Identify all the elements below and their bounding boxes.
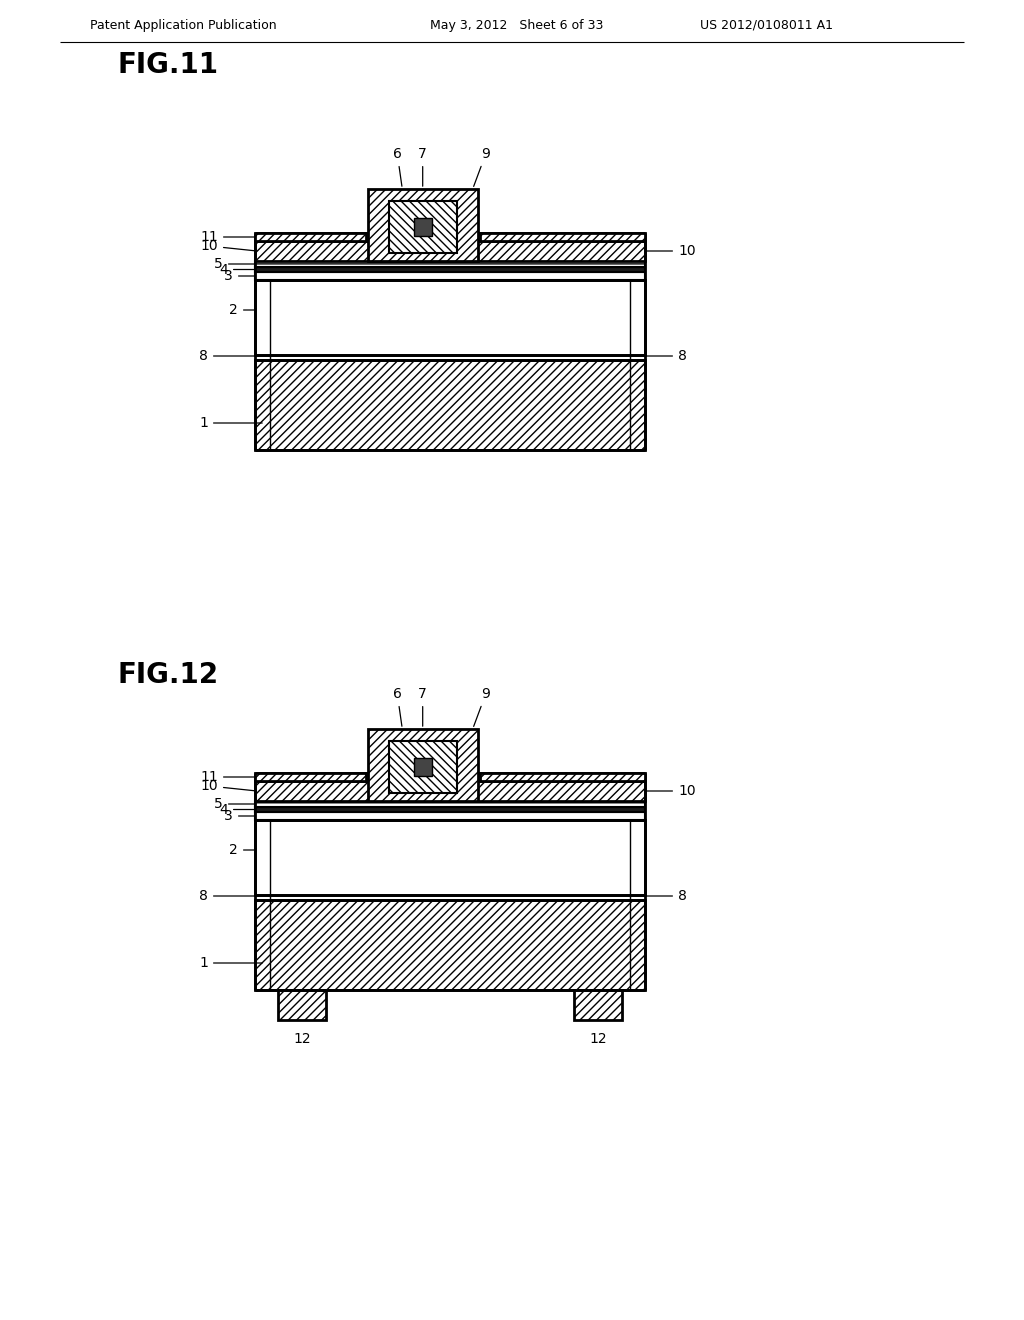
- Text: 2: 2: [229, 304, 254, 317]
- Text: May 3, 2012   Sheet 6 of 33: May 3, 2012 Sheet 6 of 33: [430, 18, 603, 32]
- Text: 9: 9: [474, 147, 490, 186]
- Text: 12: 12: [589, 1032, 607, 1045]
- Bar: [414, 758, 432, 776]
- Bar: [479, 774, 645, 781]
- Text: 2: 2: [229, 843, 254, 857]
- Text: 8: 8: [199, 348, 254, 363]
- Text: 10: 10: [201, 779, 254, 793]
- Bar: [389, 741, 457, 793]
- Bar: [255, 360, 645, 450]
- Text: US 2012/0108011 A1: US 2012/0108011 A1: [700, 18, 833, 32]
- Bar: [368, 189, 478, 261]
- Bar: [255, 267, 645, 272]
- Bar: [255, 261, 645, 267]
- Bar: [255, 900, 645, 990]
- Text: 5: 5: [214, 257, 254, 271]
- Text: 3: 3: [224, 269, 254, 282]
- Text: 7: 7: [419, 147, 427, 186]
- Bar: [255, 807, 645, 812]
- Text: 6: 6: [393, 686, 401, 726]
- Text: 11: 11: [201, 230, 254, 244]
- Bar: [255, 242, 645, 261]
- Text: 8: 8: [646, 348, 687, 363]
- Text: 8: 8: [646, 888, 687, 903]
- Bar: [255, 280, 645, 355]
- Text: 4: 4: [219, 803, 254, 817]
- Text: 3: 3: [224, 809, 254, 822]
- Bar: [255, 272, 645, 280]
- Text: 12: 12: [293, 1032, 311, 1045]
- Bar: [574, 990, 622, 1020]
- Bar: [368, 729, 478, 801]
- Text: Patent Application Publication: Patent Application Publication: [90, 18, 276, 32]
- Bar: [255, 781, 645, 801]
- Text: 10: 10: [646, 784, 695, 799]
- Text: 4: 4: [219, 263, 254, 276]
- Text: FIG.11: FIG.11: [118, 51, 219, 79]
- Bar: [255, 234, 366, 242]
- Text: 5: 5: [214, 797, 254, 810]
- Text: 11: 11: [201, 770, 254, 784]
- Bar: [255, 820, 645, 895]
- Text: 7: 7: [419, 686, 427, 726]
- Text: FIG.12: FIG.12: [118, 661, 219, 689]
- Text: 9: 9: [474, 686, 490, 726]
- Bar: [414, 218, 432, 236]
- Bar: [255, 774, 366, 781]
- Bar: [255, 812, 645, 820]
- Bar: [479, 234, 645, 242]
- Bar: [255, 801, 645, 807]
- Text: 1: 1: [199, 416, 262, 430]
- Text: 6: 6: [393, 147, 401, 186]
- Text: 10: 10: [201, 239, 254, 253]
- Text: 10: 10: [646, 244, 695, 257]
- Bar: [278, 990, 326, 1020]
- Text: 8: 8: [199, 888, 254, 903]
- Bar: [389, 201, 457, 253]
- Text: 1: 1: [199, 956, 262, 970]
